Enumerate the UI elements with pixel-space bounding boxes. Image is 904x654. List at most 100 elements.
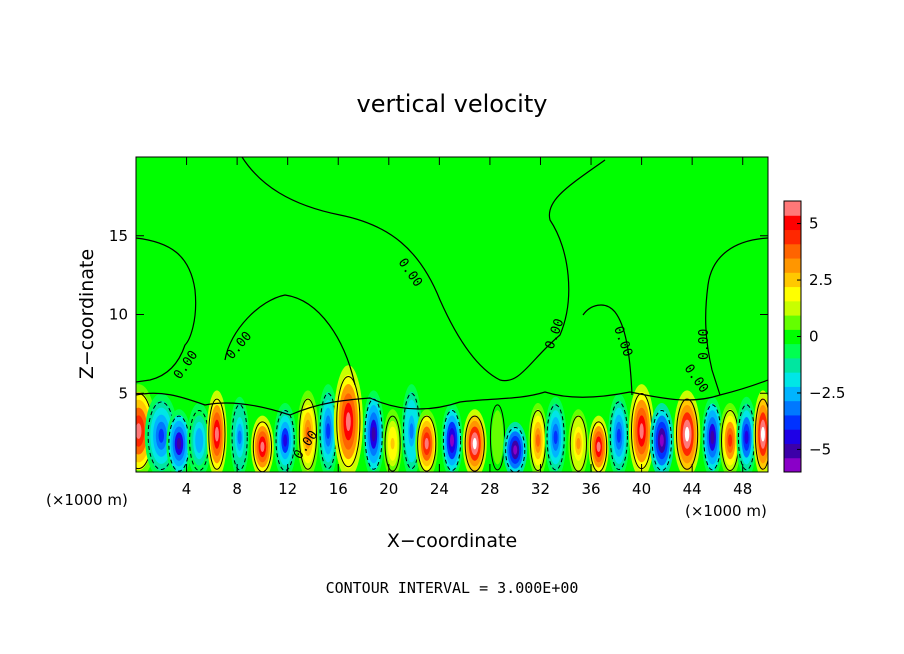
colorbar-segment bbox=[784, 457, 801, 473]
y-tick-label: 10 bbox=[109, 306, 128, 324]
x-unit-right: (×1000 m) bbox=[685, 502, 767, 520]
chart-title: vertical velocity bbox=[357, 90, 548, 118]
colorbar-tick-label: 2.5 bbox=[809, 271, 833, 289]
colorbar-segment bbox=[784, 286, 801, 302]
velocity-contour-band bbox=[214, 426, 219, 442]
x-tick-label: 44 bbox=[683, 480, 702, 498]
x-tick-label: 32 bbox=[531, 480, 550, 498]
colorbar-segment bbox=[784, 429, 801, 444]
x-tick-label: 16 bbox=[329, 480, 348, 498]
velocity-contour-band bbox=[197, 434, 202, 447]
velocity-cell bbox=[187, 403, 212, 472]
velocity-contour-band bbox=[535, 434, 540, 447]
colorbar-tick-label: 0 bbox=[809, 328, 819, 346]
velocity-contour-band bbox=[424, 437, 429, 450]
plot-area: 0.00 0.00 0.00 0.00 0.00 0.00 0.00 0.00 bbox=[135, 156, 769, 473]
colorbar-segment bbox=[784, 372, 801, 387]
velocity-cell bbox=[415, 409, 439, 472]
velocity-contour-band bbox=[495, 430, 500, 445]
colorbar-segment bbox=[784, 386, 801, 402]
velocity-cell bbox=[701, 396, 724, 472]
velocity-contour-band bbox=[596, 441, 601, 452]
velocity-contour-band bbox=[176, 437, 182, 450]
velocity-cell bbox=[753, 390, 768, 472]
x-tick-label: 36 bbox=[581, 480, 600, 498]
x-tick-label: 40 bbox=[632, 480, 651, 498]
velocity-contour-line bbox=[505, 427, 526, 472]
velocity-contour-band bbox=[659, 434, 664, 447]
velocity-contour-band bbox=[760, 426, 765, 442]
zero-contour-line bbox=[136, 237, 197, 383]
zero-contour-line bbox=[224, 294, 356, 386]
velocity-contour-line bbox=[609, 401, 628, 471]
contour-label: 0.00 bbox=[697, 329, 712, 360]
velocity-cells bbox=[136, 365, 768, 472]
zero-contour-line bbox=[241, 157, 606, 382]
x-tick-label: 28 bbox=[480, 480, 499, 498]
colorbar-segment bbox=[784, 201, 801, 216]
velocity-cell bbox=[441, 403, 463, 472]
velocity-cell bbox=[383, 409, 403, 472]
velocity-contour-band bbox=[728, 434, 733, 447]
velocity-contour-line bbox=[651, 410, 672, 471]
velocity-cell bbox=[736, 396, 757, 472]
velocity-cell bbox=[273, 403, 297, 472]
colorbar: 5 2.5 0 −2.5 −5 bbox=[783, 200, 845, 473]
velocity-contour-line bbox=[298, 398, 317, 470]
velocity-contour-line bbox=[754, 398, 768, 470]
velocity-cell bbox=[649, 403, 674, 472]
velocity-cell bbox=[719, 403, 741, 472]
colorbar-segment bbox=[784, 215, 801, 231]
velocity-contour-band bbox=[260, 441, 265, 452]
colorbar-segment bbox=[784, 443, 801, 459]
zero-contours bbox=[136, 157, 768, 416]
velocity-cell bbox=[318, 384, 339, 472]
colorbar-segment bbox=[784, 300, 801, 316]
velocity-contour-band bbox=[576, 437, 581, 450]
colorbar-segment bbox=[784, 258, 801, 273]
zero-contour-line bbox=[582, 304, 633, 396]
x-tick-label: 24 bbox=[430, 480, 449, 498]
colorbar-segment bbox=[784, 343, 801, 359]
velocity-contour-band bbox=[710, 430, 715, 445]
x-tick-label: 20 bbox=[379, 480, 398, 498]
velocity-cell bbox=[362, 390, 385, 472]
x-tick-label: 48 bbox=[733, 480, 752, 498]
x-tick-label: 12 bbox=[278, 480, 297, 498]
velocity-contour-band bbox=[616, 428, 621, 443]
y-axis-label: Z−coordinate bbox=[76, 249, 98, 379]
velocity-contour-line bbox=[546, 404, 565, 471]
x-unit-left: (×1000 m) bbox=[46, 491, 128, 509]
zero-contour-line bbox=[705, 237, 768, 396]
velocity-cell bbox=[166, 409, 192, 472]
velocity-contour-line bbox=[417, 415, 437, 472]
velocity-cell bbox=[488, 396, 507, 472]
colorbar-segment bbox=[784, 400, 801, 416]
velocity-cell bbox=[333, 365, 363, 472]
colorbar-tick-label: −2.5 bbox=[809, 384, 845, 402]
velocity-cell bbox=[297, 390, 319, 472]
colorbar-segments bbox=[784, 201, 801, 473]
velocity-cell bbox=[608, 393, 630, 472]
velocity-contour-band bbox=[390, 437, 395, 450]
colorbar-segment bbox=[784, 243, 801, 259]
velocity-contour-band bbox=[136, 423, 142, 439]
velocity-cell bbox=[588, 415, 609, 472]
x-tick-label: 4 bbox=[182, 480, 192, 498]
x-axis-label: X−coordinate bbox=[387, 530, 517, 552]
velocity-contour-line bbox=[231, 404, 248, 471]
velocity-contour-line bbox=[675, 398, 699, 470]
velocity-contour-line bbox=[208, 398, 226, 470]
velocity-cell bbox=[251, 415, 274, 472]
velocity-contour-band bbox=[158, 428, 165, 443]
velocity-contour-band bbox=[472, 437, 477, 450]
velocity-contour-line bbox=[275, 410, 295, 471]
velocity-contour-band bbox=[639, 423, 644, 439]
velocity-cell bbox=[230, 396, 250, 472]
velocity-contour-band bbox=[345, 412, 351, 431]
velocity-contour-band bbox=[684, 426, 690, 442]
y-tick-label: 15 bbox=[109, 227, 128, 245]
velocity-cell bbox=[528, 403, 548, 472]
velocity-cell bbox=[206, 390, 228, 472]
velocity-contour-band bbox=[305, 426, 310, 442]
